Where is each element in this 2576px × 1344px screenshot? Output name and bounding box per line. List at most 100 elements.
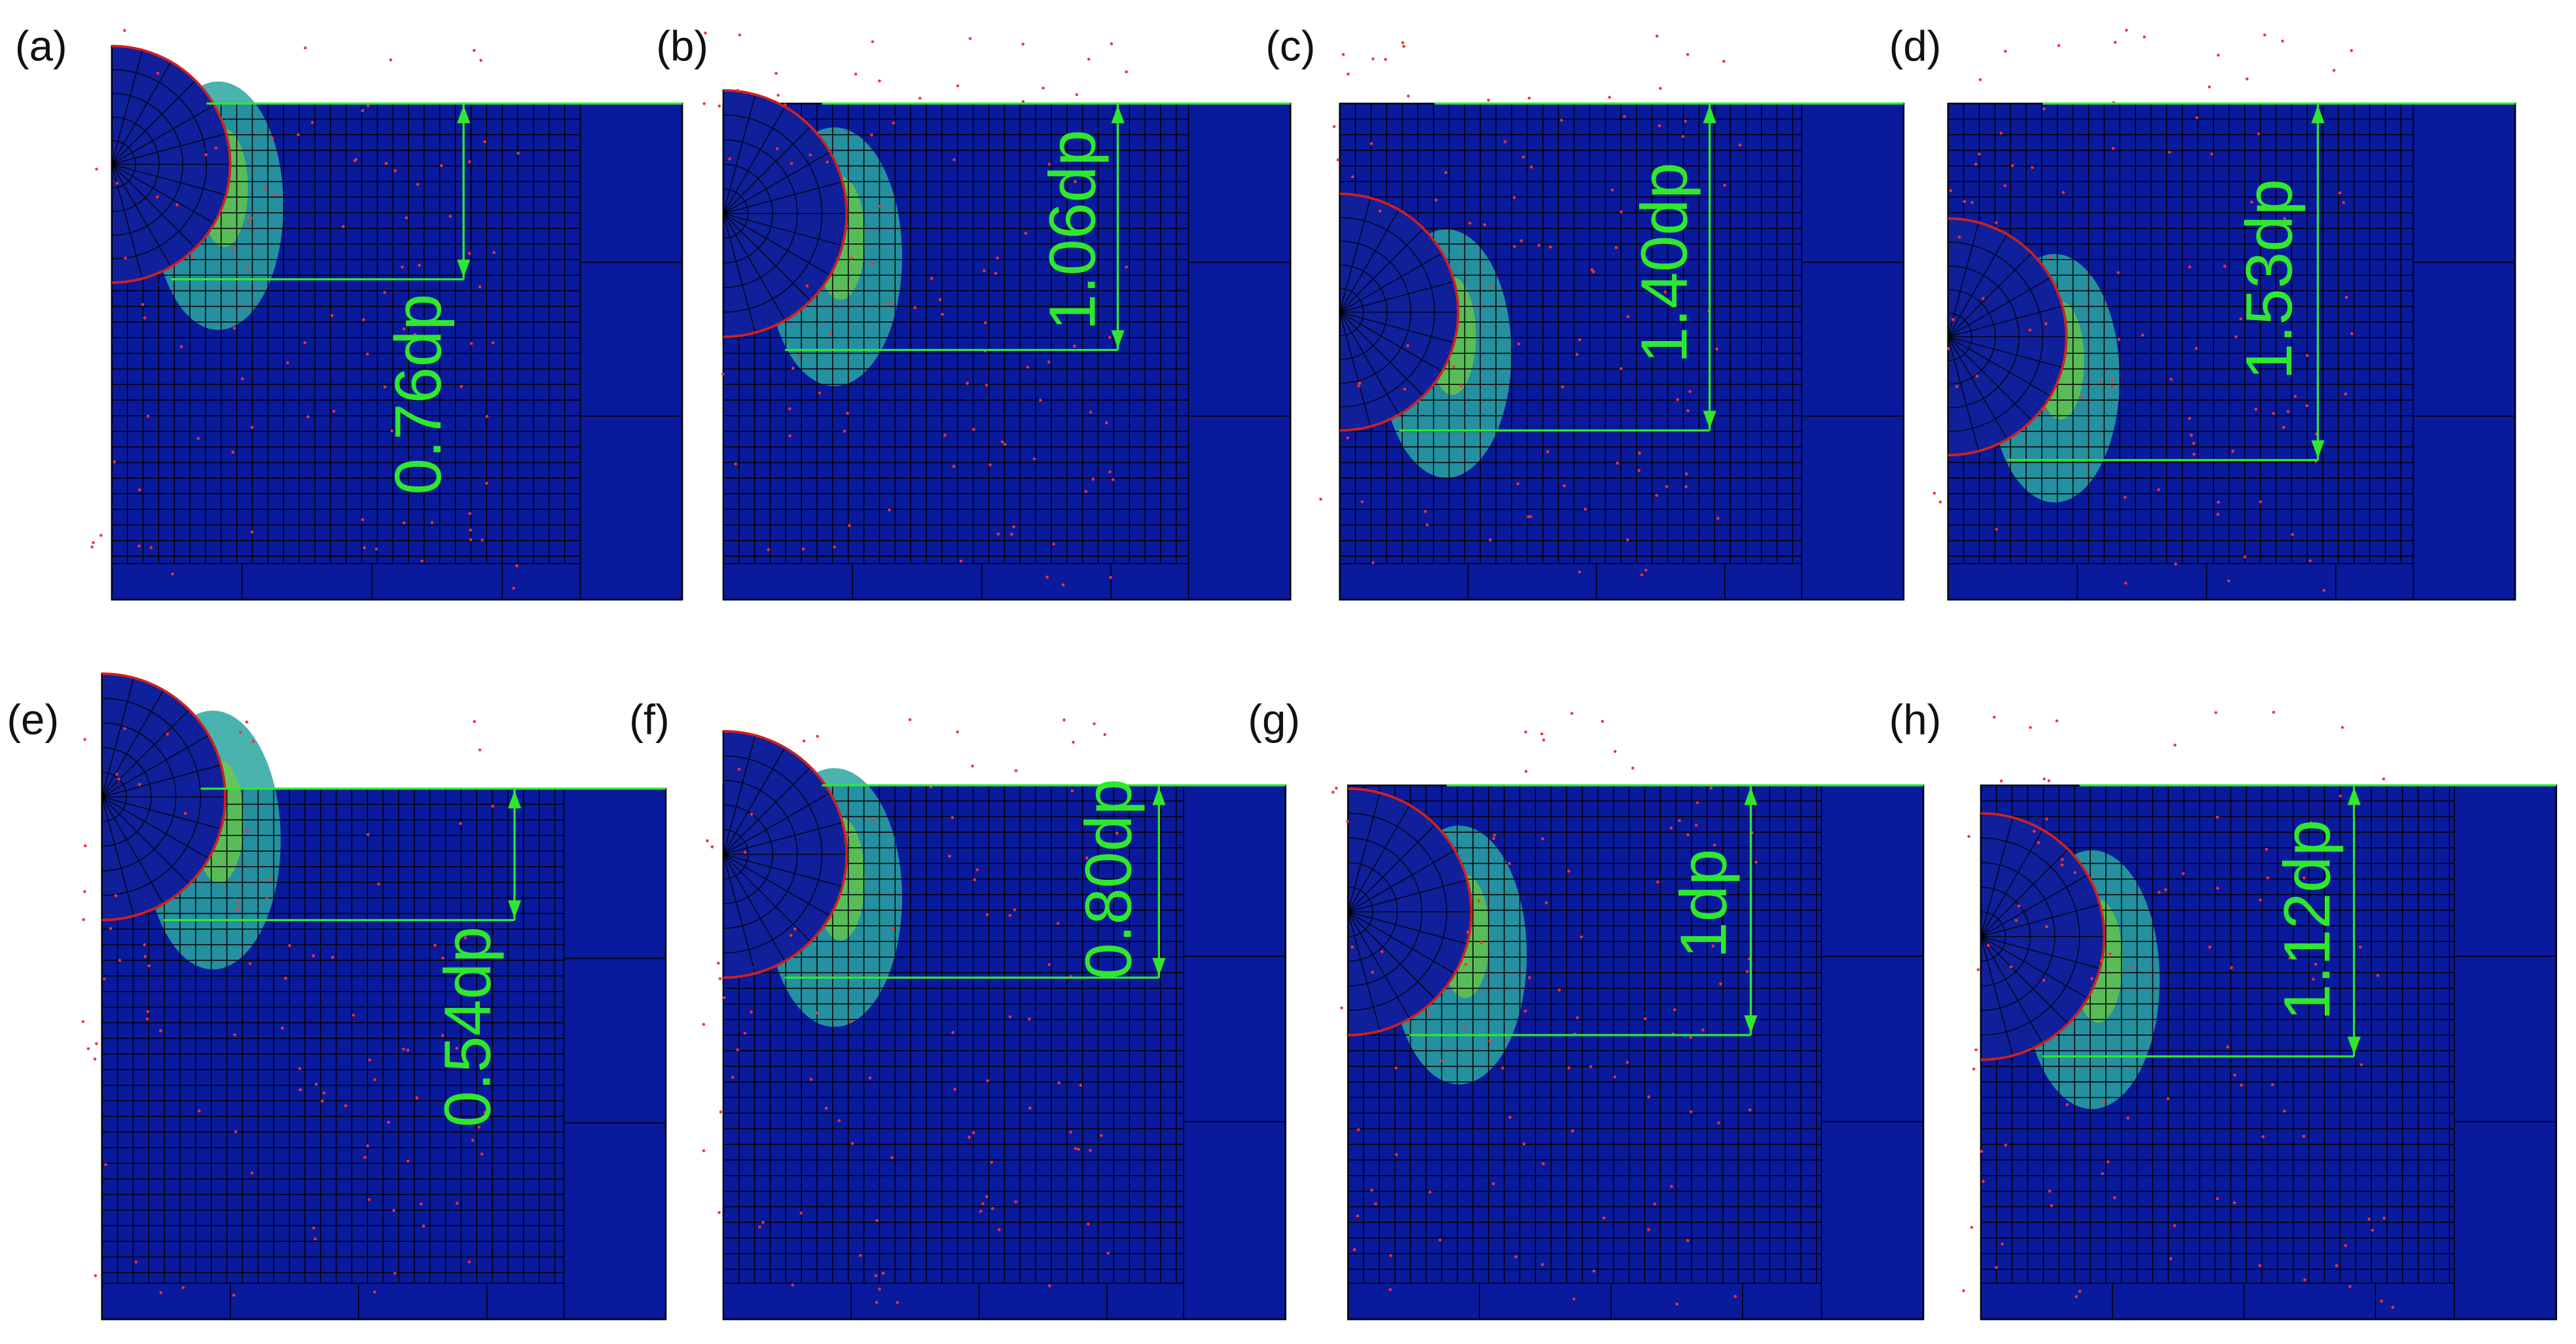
particle-rim — [723, 729, 848, 979]
debris — [721, 372, 725, 376]
debris — [871, 262, 874, 265]
debris — [1352, 1248, 1356, 1252]
debris — [143, 316, 147, 319]
debris — [2257, 132, 2260, 136]
debris — [1602, 1216, 1606, 1220]
debris — [143, 943, 147, 947]
debris — [166, 733, 170, 736]
debris — [113, 460, 117, 463]
debris — [1560, 118, 1563, 122]
debris — [2283, 217, 2287, 221]
debris — [171, 572, 174, 575]
debris — [816, 735, 819, 738]
debris — [1356, 1128, 1360, 1132]
debris — [2057, 44, 2061, 47]
debris — [2078, 1290, 2082, 1293]
debris — [892, 927, 896, 931]
debris — [1715, 347, 1718, 351]
debris — [2195, 116, 2199, 120]
debris — [1684, 485, 1688, 488]
debris — [2050, 1204, 2054, 1207]
debris — [1441, 1059, 1444, 1062]
debris — [1468, 221, 1472, 225]
debris — [1540, 732, 1544, 736]
debris — [1360, 500, 1364, 503]
debris — [1608, 96, 1611, 99]
debris — [2037, 841, 2041, 845]
debris — [515, 564, 518, 568]
debris — [1967, 835, 1970, 839]
debris — [908, 718, 912, 721]
debris — [1101, 805, 1104, 808]
debris — [134, 1260, 137, 1263]
particle-rim — [111, 45, 232, 284]
debris — [373, 1078, 376, 1081]
debris — [491, 805, 494, 808]
debris — [1079, 1083, 1083, 1087]
debris — [2214, 711, 2218, 714]
debris — [2312, 977, 2315, 981]
debris — [717, 104, 721, 108]
debris — [83, 844, 87, 848]
debris — [843, 429, 846, 433]
debris — [1546, 450, 1550, 454]
debris — [2272, 710, 2276, 714]
debris — [2042, 777, 2046, 781]
debris — [1549, 245, 1552, 249]
debris — [297, 133, 300, 137]
particle-mesh — [723, 735, 847, 974]
debris — [156, 195, 159, 198]
debris — [463, 936, 467, 939]
debris — [941, 312, 944, 316]
debris — [1089, 1149, 1092, 1152]
debris — [383, 385, 387, 389]
debris — [306, 415, 310, 418]
debris — [245, 720, 249, 724]
debris — [143, 954, 147, 958]
debris — [2157, 488, 2160, 492]
debris — [330, 314, 334, 318]
debris — [1717, 1121, 1720, 1125]
debris — [1982, 1180, 1985, 1183]
debris — [1093, 722, 1096, 725]
debris — [2283, 1110, 2286, 1113]
debris — [837, 1119, 841, 1123]
panel: 0.76dp (a) — [15, 22, 683, 601]
debris — [1371, 561, 1375, 564]
debris — [758, 1225, 761, 1229]
debris — [2270, 1083, 2274, 1087]
debris — [1077, 1148, 1081, 1151]
debris — [238, 731, 242, 735]
debris — [492, 251, 496, 254]
debris — [1686, 1239, 1690, 1243]
debris — [2216, 886, 2219, 890]
debris — [1631, 767, 1635, 770]
debris — [403, 327, 406, 331]
debris — [137, 488, 141, 492]
debris — [1512, 196, 1516, 199]
debris — [1501, 1066, 1504, 1070]
debris — [93, 1057, 97, 1061]
debris — [1949, 189, 1953, 192]
debris — [1711, 944, 1715, 948]
debris — [896, 1301, 899, 1304]
debris — [467, 251, 471, 255]
debris — [1085, 856, 1089, 860]
debris — [2113, 41, 2117, 44]
debris — [86, 1047, 90, 1051]
debris — [2123, 496, 2127, 499]
debris — [1974, 1048, 1978, 1051]
dimension-line — [163, 788, 666, 922]
debris — [2344, 392, 2348, 396]
debris — [1521, 155, 1525, 159]
debris — [1527, 515, 1530, 518]
debris — [331, 956, 335, 959]
debris — [1406, 344, 1409, 348]
debris — [1663, 290, 1667, 294]
debris — [702, 1023, 706, 1026]
debris — [1332, 790, 1335, 794]
debris — [1970, 201, 1974, 204]
debris — [1389, 1254, 1392, 1258]
debris — [387, 1120, 390, 1124]
debris — [1675, 1302, 1678, 1306]
